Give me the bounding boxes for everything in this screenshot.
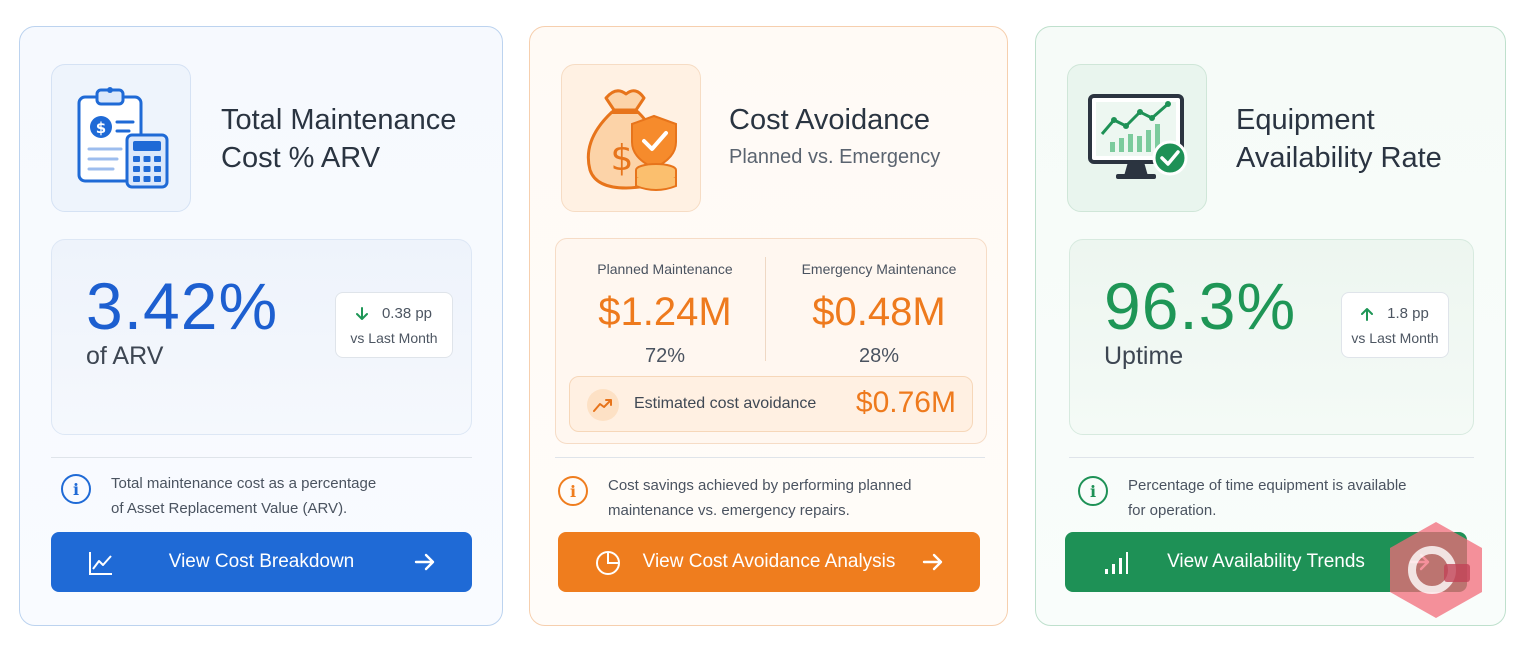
metric-panel: 3.42% of ARV 0.38 pp vs Last Month: [51, 239, 472, 435]
arrow-right-icon: [414, 553, 435, 571]
button-label: View Cost Avoidance Analysis: [642, 551, 896, 572]
emergency-column: Emergency Maintenance $0.48M 28%: [774, 261, 984, 368]
planned-column: Planned Maintenance $1.24M 72%: [560, 261, 770, 368]
description-line1: Total maintenance cost as a percentage: [111, 475, 377, 492]
description-line2: maintenance vs. emergency repairs.: [608, 502, 850, 519]
column-separator: [765, 257, 766, 361]
card-title-line1: Total Maintenance: [221, 104, 457, 136]
metric-label: of ARV: [86, 342, 164, 370]
metric-value: 3.42%: [86, 269, 279, 343]
delta-badge: 0.38 pp vs Last Month: [335, 292, 453, 358]
line-chart-icon: [89, 552, 112, 575]
info-icon: i: [61, 474, 91, 504]
description-line2: of Asset Replacement Value (ARV).: [111, 500, 348, 517]
info-icon: i: [1078, 476, 1108, 506]
emergency-value: $0.48M: [812, 290, 946, 334]
view-cost-breakdown-button[interactable]: View Cost Breakdown: [51, 532, 472, 592]
button-label: View Cost Breakdown: [168, 551, 355, 572]
planned-emergency-panel: Planned Maintenance $1.24M 72% Emergency…: [555, 238, 987, 444]
card-title: Cost Avoidance Planned vs. Emergency: [729, 101, 940, 171]
avoidance-label: Estimated cost avoidance: [634, 395, 817, 412]
card-title: Equipment Availability Rate: [1236, 101, 1442, 177]
avoidance-value: $0.76M: [855, 386, 956, 419]
delta-label: vs Last Month: [1351, 330, 1439, 346]
estimated-avoidance-row: Estimated cost avoidance $0.76M: [569, 376, 973, 432]
view-cost-avoidance-analysis-button[interactable]: View Cost Avoidance Analysis: [558, 532, 980, 592]
metric-value: 96.3%: [1104, 269, 1297, 343]
svg-text:$: $: [96, 119, 106, 137]
trend-up-icon: [587, 389, 619, 421]
planned-percent: 72%: [644, 345, 686, 367]
description: i Percentage of time equipment is availa…: [1078, 473, 1428, 523]
card-title-line2: Availability Rate: [1236, 142, 1442, 174]
info-icon: i: [558, 476, 588, 506]
delta-badge: 1.8 pp vs Last Month: [1341, 292, 1449, 358]
money-bag-shield-icon: $: [561, 64, 701, 212]
watermark-logo-icon: [1390, 522, 1482, 618]
clipboard-calculator-icon: $: [51, 64, 191, 212]
card-title-line1: Equipment: [1236, 104, 1375, 136]
description-line1: Percentage of time equipment is availabl…: [1128, 477, 1407, 494]
card-title: Total Maintenance Cost % ARV: [221, 101, 456, 177]
metric-panel: 96.3% Uptime 1.8 pp vs Last Month: [1069, 239, 1474, 435]
card-maintenance-cost-arv: $ Total Maintenance Cost % ARV 3.42% of …: [19, 26, 503, 626]
description-line1: Cost savings achieved by performing plan…: [608, 477, 912, 494]
card-equipment-availability: Equipment Availability Rate 96.3% Uptime…: [1035, 26, 1506, 626]
arrow-down-icon: [355, 306, 368, 320]
divider: [1069, 457, 1474, 458]
divider: [51, 457, 472, 458]
card-title-line2: Cost % ARV: [221, 142, 381, 174]
emergency-percent: 28%: [858, 345, 900, 367]
pie-chart-icon: [596, 551, 620, 575]
button-label: View Availability Trends: [1167, 551, 1365, 572]
delta-label: vs Last Month: [350, 330, 438, 346]
arrow-up-icon: [1361, 307, 1374, 321]
description: i Cost savings achieved by performing pl…: [558, 473, 938, 523]
card-subtitle: Planned vs. Emergency: [729, 146, 941, 168]
arrow-right-icon: [922, 553, 943, 571]
metric-label: Uptime: [1104, 342, 1184, 370]
divider: [555, 457, 985, 458]
bar-chart-icon: [1105, 552, 1128, 574]
delta-value: 1.8 pp: [1387, 305, 1429, 322]
monitor-chart-check-icon: [1067, 64, 1207, 212]
card-title-text: Cost Avoidance: [729, 104, 930, 136]
description: i Total maintenance cost as a percentage…: [61, 471, 411, 521]
planned-value: $1.24M: [598, 290, 732, 334]
card-cost-avoidance: $ Cost Avoidance Planned vs. Emergency P…: [529, 26, 1008, 626]
emergency-label: Emergency Maintenance: [801, 261, 957, 277]
description-line2: for operation.: [1128, 502, 1217, 519]
delta-value: 0.38 pp: [381, 305, 433, 322]
planned-label: Planned Maintenance: [597, 261, 733, 277]
svg-text:$: $: [611, 138, 634, 179]
